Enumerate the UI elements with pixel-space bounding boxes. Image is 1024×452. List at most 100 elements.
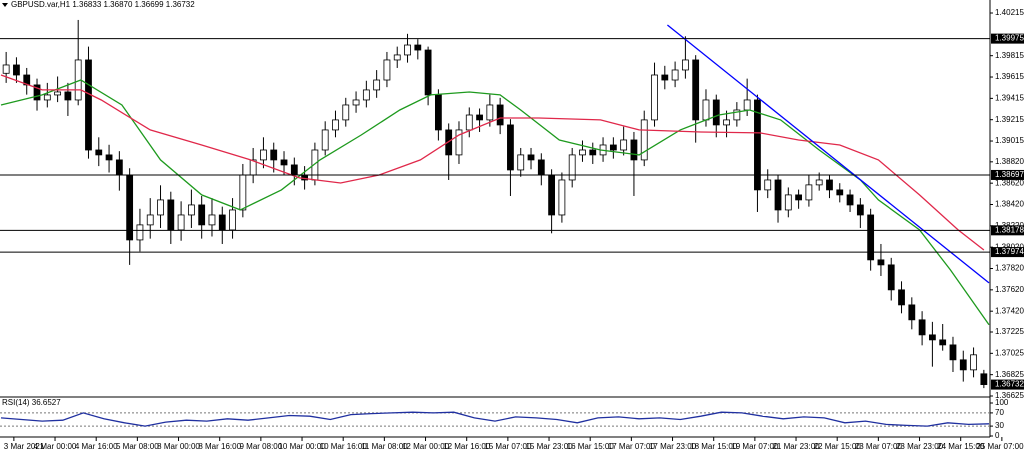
candle-body [342, 104, 350, 121]
candle-body [949, 344, 957, 361]
y-tick-label: 1.36625 [995, 391, 1024, 400]
candle-body [187, 204, 195, 216]
candle-body [527, 154, 535, 161]
chart-header: GBPUSD.var,H1 1.36833 1.36870 1.36699 1.… [11, 0, 195, 9]
candle-body [589, 149, 597, 156]
candle-body [115, 159, 123, 176]
candle-body [177, 214, 185, 231]
candle-body [784, 194, 792, 211]
menu-arrow[interactable] [2, 3, 8, 7]
x-tick-label: 9 Mar 08:00 [240, 442, 283, 451]
candle-body [815, 179, 823, 186]
candle-body [795, 194, 803, 201]
candle-body [867, 214, 875, 261]
candle-body [404, 44, 411, 56]
candle-body [486, 104, 494, 121]
level-label: 1.39975 [995, 34, 1024, 43]
candle-body [280, 159, 288, 166]
candle-body [517, 154, 525, 171]
candle-body [64, 91, 72, 101]
candle-body [640, 119, 648, 161]
candle-body [743, 99, 751, 111]
y-tick-label: 1.37025 [995, 348, 1024, 357]
candle-body [383, 59, 391, 81]
y-tick-label: 1.36825 [995, 370, 1024, 379]
candle-body [733, 109, 741, 121]
candle-body [332, 119, 339, 131]
candle-body [414, 44, 422, 51]
candle-body [723, 119, 730, 126]
x-tick-label: 22 Mar 15:00 [814, 442, 862, 451]
x-tick-label: 12 Mar 00:00 [402, 442, 450, 451]
candle-body [630, 139, 638, 161]
y-tick-label: 1.39615 [995, 72, 1024, 81]
y-tick-label: 30 [995, 421, 1004, 430]
candle-body [95, 149, 103, 156]
x-tick-label: 8 Mar 16:00 [198, 442, 241, 451]
candle-body [939, 339, 947, 346]
x-tick-label: 8 Mar 00:00 [157, 442, 200, 451]
candle-body [434, 94, 442, 131]
candle-body [877, 259, 885, 266]
x-tick-label: 23 Mar 07:00 [855, 442, 903, 451]
indicator-header: RSI(14) 36.6527 [2, 398, 61, 407]
y-tick-label: 1.39015 [995, 136, 1024, 145]
candle-body [980, 373, 988, 385]
x-tick-label: 17 Mar 23:00 [649, 442, 697, 451]
candle-body [805, 184, 813, 201]
y-tick-label: 1.38020 [995, 242, 1024, 251]
y-tick-label: 1.37820 [995, 264, 1024, 273]
candle-body [671, 69, 679, 81]
candle-body [548, 174, 556, 216]
x-tick-label: 21 Mar 23:00 [772, 442, 820, 451]
candle-body [918, 319, 926, 336]
candle-body [774, 179, 782, 211]
candle-body [2, 64, 10, 74]
candle-body [959, 359, 967, 371]
candle-body [208, 214, 216, 226]
level-label: 1.37974 [995, 247, 1024, 256]
candle-body [393, 54, 401, 61]
x-tick-label: 5 Mar 08:00 [116, 442, 159, 451]
candle-body [239, 174, 247, 211]
x-tick-label: 18 Mar 15:00 [690, 442, 738, 451]
x-tick-label: 17 Mar 07:00 [608, 442, 656, 451]
candle-body [928, 334, 936, 341]
y-tick-label: 1.37420 [995, 306, 1024, 315]
y-tick-label: 1.38620 [995, 178, 1024, 187]
candle-body [476, 114, 483, 121]
candle-body [465, 114, 473, 131]
x-tick-label: 24 Mar 15:00 [937, 442, 985, 451]
candle-body [424, 49, 432, 96]
y-tick-label: 0 [995, 431, 1000, 440]
candle-body [856, 204, 864, 216]
last-price-label: 1.36732 [995, 380, 1024, 389]
candle-body [507, 124, 514, 171]
x-tick-label: 10 Mar 00:00 [278, 442, 326, 451]
x-tick-label: 15 Mar 07:00 [484, 442, 532, 451]
x-tick-label: 19 Mar 07:00 [731, 442, 779, 451]
rsi-line [0, 411, 990, 427]
candle-body [651, 74, 658, 121]
trendline [666, 24, 990, 284]
x-tick-label: 4 Mar 00:00 [34, 442, 77, 451]
candle-body [702, 99, 710, 121]
candle-body [908, 304, 916, 321]
candle-body [321, 129, 329, 151]
y-tick-label: 1.38820 [995, 157, 1024, 166]
candle-body [229, 209, 236, 231]
level-label-box [991, 247, 1024, 258]
candle-body [167, 199, 175, 231]
candle-body [455, 129, 463, 156]
level-label: 1.38178 [995, 225, 1024, 234]
y-tick-label: 1.39415 [995, 93, 1024, 102]
candle-body [620, 139, 628, 151]
candle-body [681, 59, 689, 71]
candle-body [609, 144, 617, 151]
candle-body [105, 154, 113, 161]
level-label-box [991, 225, 1024, 236]
candle-body [136, 224, 144, 241]
y-tick-label: 1.39215 [995, 115, 1024, 124]
candle-body [558, 179, 566, 216]
